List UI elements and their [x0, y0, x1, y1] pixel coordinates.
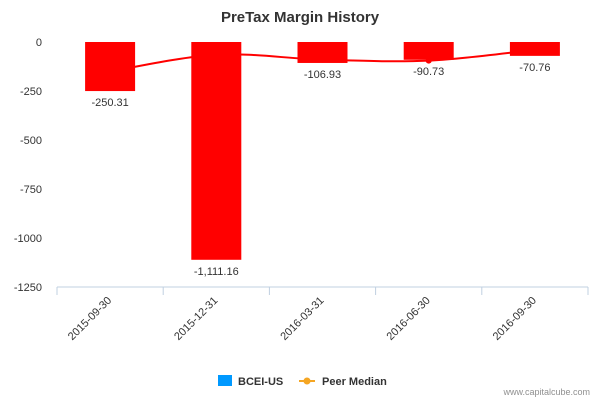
- y-tick-label: -1250: [14, 282, 42, 294]
- data-label: -70.76: [519, 62, 550, 74]
- credit-text[interactable]: www.capitalcube.com: [502, 387, 590, 397]
- legend-swatch-bcei: [218, 375, 232, 386]
- y-tick-label: -250: [20, 86, 42, 98]
- data-label: -250.31: [91, 97, 128, 109]
- legend-label-peer: Peer Median: [322, 376, 387, 388]
- x-tick-label: 2015-12-31: [172, 295, 220, 343]
- x-axis-ticks: 2015-09-30 2015-12-31 2016-03-31 2016-06-30…: [56, 287, 589, 343]
- x-tick-label: 2016-09-30: [491, 295, 539, 343]
- x-tick-label: 2016-03-31: [278, 295, 326, 343]
- peer-median-point[interactable]: [531, 46, 538, 53]
- x-tick-label: 2016-06-30: [385, 295, 433, 343]
- data-labels: -250.31 -1,111.16 -106.93 -90.73 -70.76: [91, 62, 550, 278]
- peer-median-point[interactable]: [107, 68, 114, 75]
- data-label: -106.93: [304, 69, 341, 81]
- peer-median-series: [107, 46, 538, 75]
- bar-series: [85, 42, 560, 260]
- y-tick-label: -750: [20, 184, 42, 196]
- y-tick-label: -500: [20, 135, 42, 147]
- bar-2016-06-30[interactable]: [403, 42, 454, 60]
- bar-2015-12-31[interactable]: [191, 42, 242, 260]
- y-tick-label: -1000: [14, 233, 42, 245]
- legend-label-bcei: BCEI-US: [238, 376, 283, 388]
- peer-median-point[interactable]: [213, 51, 220, 58]
- legend[interactable]: BCEI-US Peer Median: [218, 375, 387, 388]
- bar-2015-09-30[interactable]: [85, 42, 136, 92]
- y-tick-label: 0: [36, 37, 42, 49]
- data-label: -90.73: [413, 66, 444, 78]
- data-label: -1,111.16: [194, 266, 239, 278]
- peer-median-point[interactable]: [425, 57, 432, 64]
- x-tick-label: 2015-09-30: [66, 295, 114, 343]
- y-axis-ticks: 0 -250 -500 -750 -1000 -1250: [14, 37, 42, 294]
- chart-title: PreTax Margin History: [221, 9, 380, 26]
- bar-2016-03-31[interactable]: [297, 42, 348, 63]
- peer-median-point[interactable]: [319, 56, 326, 63]
- legend-swatch-peer-dot: [303, 377, 311, 385]
